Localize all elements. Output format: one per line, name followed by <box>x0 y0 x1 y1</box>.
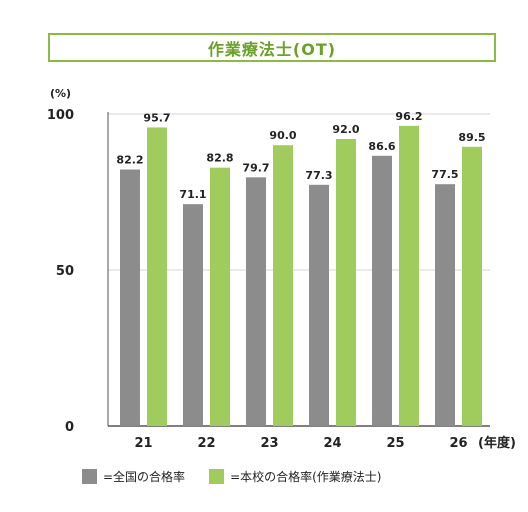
bar-school-23 <box>273 145 293 426</box>
chart-title-box: 作業療法士(OT) <box>48 33 496 62</box>
bar-school-21 <box>147 127 167 426</box>
bar-national-25 <box>372 155 392 427</box>
data-label-national-22: 71.1 <box>179 188 206 201</box>
data-label-national-23: 79.7 <box>242 161 269 174</box>
bar-school-26 <box>462 146 482 426</box>
y-tick-label-50: 50 <box>56 264 74 279</box>
y-tick-label-100: 100 <box>47 108 74 123</box>
bar-national-21 <box>120 169 140 426</box>
x-axis-unit-label: (年度) <box>478 435 516 451</box>
legend-swatch-national <box>82 469 97 484</box>
data-label-school-22: 82.8 <box>206 152 233 165</box>
chart-title: 作業療法士(OT) <box>207 39 337 59</box>
legend: =全国の合格率 =本校の合格率(作業療法士) <box>82 468 405 485</box>
x-tick-label-21: 21 <box>134 436 152 451</box>
data-label-school-24: 92.0 <box>332 123 359 136</box>
bar-national-26 <box>435 184 455 426</box>
y-axis-unit-label: (%) <box>50 87 71 100</box>
x-tick-label-26: 26 <box>449 436 467 451</box>
bar-school-24 <box>336 138 356 426</box>
legend-label-national: =全国の合格率 <box>103 470 186 484</box>
data-label-national-26: 77.5 <box>431 168 458 181</box>
legend-item-school: =本校の合格率(作業療法士) <box>209 468 381 485</box>
y-tick-label-0: 0 <box>65 420 74 435</box>
data-label-national-21: 82.2 <box>116 154 143 167</box>
x-tick-label-23: 23 <box>260 436 278 451</box>
legend-swatch-school <box>209 469 225 484</box>
bar-national-23 <box>246 177 266 426</box>
data-label-school-21: 95.7 <box>143 111 170 124</box>
legend-label-school: =本校の合格率(作業療法士) <box>230 470 382 484</box>
bar-school-25 <box>399 125 419 426</box>
data-label-national-24: 77.3 <box>305 169 332 182</box>
bar-national-22 <box>183 204 203 426</box>
x-tick-label-22: 22 <box>197 436 215 451</box>
x-tick-label-24: 24 <box>323 436 341 451</box>
data-label-school-23: 90.0 <box>269 129 296 142</box>
bar-national-24 <box>309 184 329 426</box>
data-label-school-26: 89.5 <box>458 131 485 144</box>
bar-school-22 <box>210 167 230 426</box>
data-label-school-25: 96.2 <box>395 110 422 123</box>
x-tick-label-25: 25 <box>386 436 404 451</box>
data-label-national-25: 86.6 <box>368 140 395 153</box>
legend-item-national: =全国の合格率 <box>82 468 185 485</box>
